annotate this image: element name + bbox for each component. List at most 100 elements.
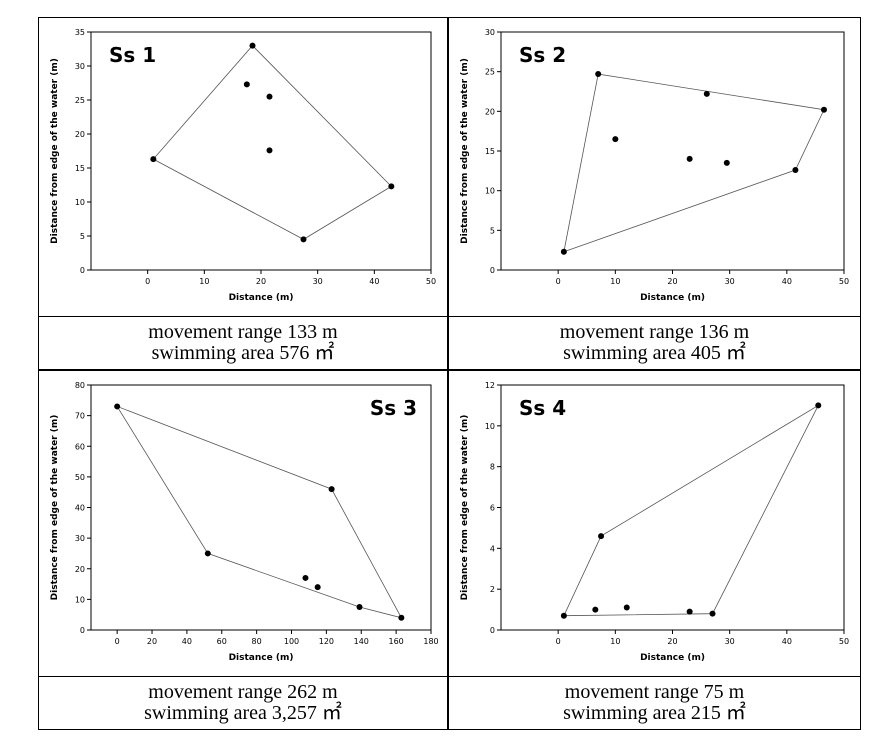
point [595, 71, 602, 78]
y-tick-label: 60 [75, 442, 85, 451]
caption-line: movement range 75 m [564, 681, 745, 703]
y-axis-label: Distance from edge of the water (m) [50, 415, 60, 601]
y-tick-label: 20 [485, 107, 495, 116]
x-tick-label: 10 [610, 277, 620, 286]
x-tick-label: 20 [667, 637, 677, 646]
caption-line: swimming area 3,257 ㎡ [144, 702, 342, 724]
x-axis-label: Distance (m) [640, 653, 705, 663]
chart-title: Ss 2 [519, 43, 566, 67]
x-tick-label: 160 [388, 637, 403, 646]
x-tick-label: 40 [182, 637, 192, 646]
chart-cell: 0 10 20 30 40 50 0 5 10 15 20 25 30 Distance (m) Dista… [448, 17, 861, 317]
x-tick-label: 120 [319, 637, 334, 646]
chart: 0 20 40 60 80 100 120 140 160 180 0 10 20 30 40 50 60 70 8… [50, 381, 439, 663]
y-tick-label: 2 [490, 585, 495, 594]
y-tick-label: 80 [75, 381, 85, 390]
point [150, 156, 157, 163]
x-axis-label: Distance (m) [640, 293, 705, 303]
x-tick-label: 140 [354, 637, 369, 646]
y-tick-label: 10 [75, 595, 85, 604]
x-tick-label: 50 [426, 277, 436, 286]
x-tick-label: 80 [252, 637, 262, 646]
point [820, 106, 827, 113]
x-tick-label: 0 [115, 637, 120, 646]
y-tick-label: 35 [75, 28, 85, 37]
x-tick-label: 20 [147, 637, 157, 646]
point [723, 159, 730, 166]
x-tick-label: 100 [284, 637, 299, 646]
x-tick-label: 30 [313, 277, 323, 286]
y-tick-label: 0 [80, 266, 85, 275]
range-polygon [563, 73, 825, 253]
caption-line: movement range 136 m [559, 321, 750, 343]
point [560, 612, 567, 619]
y-tick-label: 30 [75, 534, 85, 543]
chart: 0 10 20 30 40 50 0 2 4 6 8 10 12 Distance (m) Distance… [460, 381, 849, 663]
point [703, 90, 710, 97]
x-tick-label: 180 [423, 637, 438, 646]
point [560, 248, 567, 255]
x-tick-label: 50 [839, 277, 849, 286]
point [598, 533, 605, 540]
plot-frame [500, 384, 845, 631]
y-axis-label: Distance from edge of the water (m) [460, 58, 470, 244]
range-polygon [152, 45, 392, 240]
point [356, 604, 363, 611]
point [328, 486, 335, 493]
point [114, 403, 121, 410]
y-tick-label: 8 [490, 463, 495, 472]
y-axis-label: Distance from edge of the water (m) [50, 58, 60, 244]
chart-cell: 0 10 20 30 40 50 0 5 10 15 20 25 30 35 Distance (m) Dis… [38, 17, 448, 317]
point [686, 608, 693, 615]
caption-line: swimming area 576 ㎡ [151, 342, 335, 364]
y-tick-label: 30 [485, 28, 495, 37]
point [266, 147, 273, 154]
y-tick-label: 0 [490, 266, 495, 275]
point [612, 136, 619, 143]
y-tick-label: 25 [485, 68, 495, 77]
chart: 0 10 20 30 40 50 0 5 10 15 20 25 30 35 Distance (m) Dis… [50, 28, 436, 303]
plot-frame [90, 384, 432, 631]
plot-frame [90, 31, 432, 271]
y-tick-label: 30 [75, 62, 85, 71]
y-tick-label: 10 [485, 422, 495, 431]
point [623, 604, 630, 611]
chart-cell: 0 10 20 30 40 50 0 2 4 6 8 10 12 Distance (m) Distance… [448, 370, 861, 677]
x-axis-label: Distance (m) [229, 653, 294, 663]
x-axis-label: Distance (m) [229, 293, 294, 303]
point [300, 236, 307, 243]
x-tick-label: 30 [725, 277, 735, 286]
caption-line: movement range 133 m [148, 321, 338, 343]
point [243, 81, 250, 88]
y-tick-label: 25 [75, 96, 85, 105]
y-tick-label: 20 [75, 565, 85, 574]
chart-title: Ss 3 [370, 396, 417, 420]
caption-line: swimming area 215 ㎡ [563, 702, 746, 724]
x-tick-label: 40 [782, 637, 792, 646]
y-tick-label: 10 [485, 187, 495, 196]
caption-line: swimming area 405 ㎡ [563, 342, 746, 364]
y-tick-label: 0 [80, 626, 85, 635]
y-axis-label: Distance from edge of the water (m) [460, 415, 470, 601]
point [266, 93, 273, 100]
x-tick-label: 30 [725, 637, 735, 646]
point [686, 155, 693, 162]
chart-title: Ss 1 [109, 43, 156, 67]
x-tick-label: 10 [610, 637, 620, 646]
x-tick-label: 40 [782, 277, 792, 286]
range-polygon [116, 405, 403, 619]
y-tick-label: 10 [75, 198, 85, 207]
y-tick-label: 50 [75, 473, 85, 482]
y-tick-label: 15 [485, 147, 495, 156]
point [314, 584, 321, 591]
y-tick-label: 70 [75, 412, 85, 421]
point [792, 167, 799, 174]
chart-cell: 0 20 40 60 80 100 120 140 160 180 0 10 20 30 40 50 60 70 8… [38, 370, 448, 677]
y-tick-label: 0 [490, 626, 495, 635]
point [302, 574, 309, 581]
x-tick-label: 40 [369, 277, 379, 286]
caption-cell: movement range 136 m swimming area 405 ㎡ [448, 316, 861, 370]
point [592, 606, 599, 613]
point [388, 183, 395, 190]
